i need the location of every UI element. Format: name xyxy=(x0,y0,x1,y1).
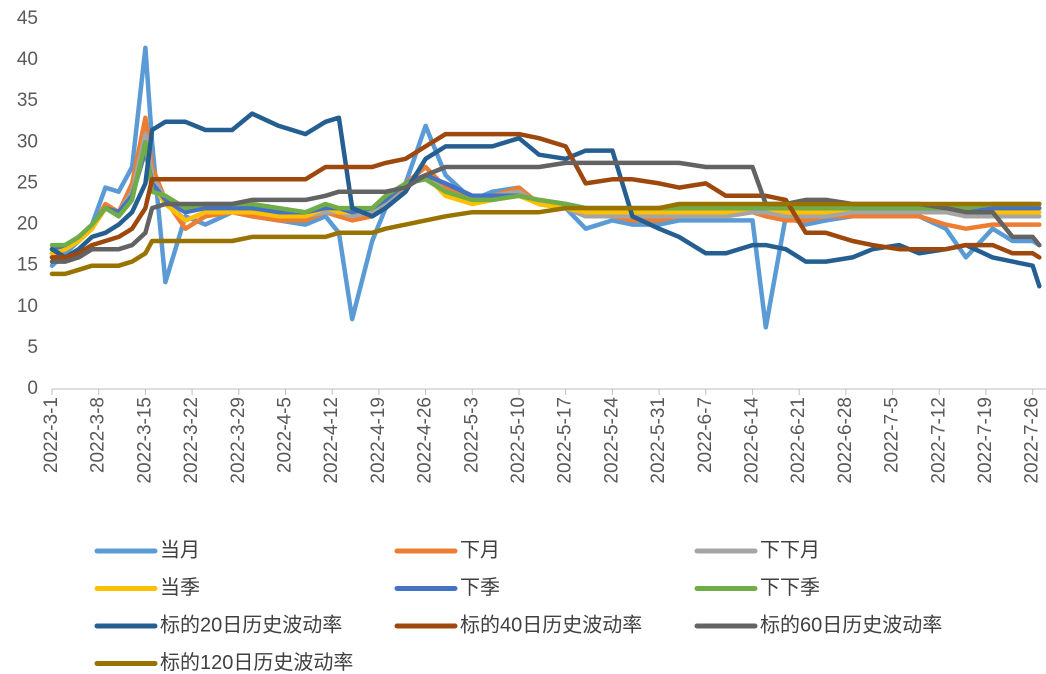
y-tick-label: 10 xyxy=(17,296,38,317)
x-tick-label: 2022-6-21 xyxy=(788,397,809,484)
legend-label: 标的60日历史波动率 xyxy=(760,613,942,636)
legend-label: 标的20日历史波动率 xyxy=(160,613,342,636)
legend-label: 当季 xyxy=(160,576,200,599)
series-line xyxy=(49,111,1042,289)
y-tick-label: 25 xyxy=(17,172,38,193)
legend-label: 下下月 xyxy=(760,539,820,561)
series-line xyxy=(49,131,1042,256)
y-tick-label: 30 xyxy=(17,131,38,152)
x-tick-label: 2022-6-14 xyxy=(741,397,762,484)
legend-label: 下下季 xyxy=(760,576,820,599)
y-tick-label: 0 xyxy=(27,378,38,399)
x-tick-label: 2022-7-19 xyxy=(975,397,996,484)
y-tick-label: 5 xyxy=(27,337,38,358)
x-tick-label: 2022-4-26 xyxy=(415,397,436,484)
legend-label: 当月 xyxy=(160,538,200,561)
x-tick-label: 2022-5-17 xyxy=(555,397,576,484)
series-line xyxy=(49,201,1042,277)
legend-label: 标的40日历史波动率 xyxy=(460,613,642,636)
x-tick-label: 2022-5-31 xyxy=(648,397,669,484)
series-line xyxy=(49,131,1042,260)
x-tick-label: 2022-5-3 xyxy=(461,397,482,473)
x-tick-label: 2022-5-24 xyxy=(601,397,622,484)
y-tick-label: 15 xyxy=(17,255,38,276)
x-tick-label: 2022-3-22 xyxy=(181,397,202,484)
y-tick-label: 45 xyxy=(17,8,38,29)
x-tick-label: 2022-3-29 xyxy=(228,397,249,484)
x-tick-label: 2022-6-7 xyxy=(695,397,716,473)
plot-area: 0 5 10 15 20 25 30 35 40 45 2022-3-1 2022-3-8 2022-3… xyxy=(17,8,1046,484)
y-tick-label: 35 xyxy=(17,90,38,111)
x-tick-label: 2022-3-8 xyxy=(88,397,109,473)
series-line xyxy=(49,45,1042,330)
x-tick-label: 2022-4-12 xyxy=(321,397,342,484)
x-tick-label: 2022-4-5 xyxy=(275,397,296,473)
x-tick-label: 2022-7-12 xyxy=(928,397,949,484)
legend-label: 下季 xyxy=(460,576,500,599)
x-tick-label: 2022-7-26 xyxy=(1022,397,1043,484)
x-tick-label: 2022-3-15 xyxy=(134,397,155,484)
legend-label: 下月 xyxy=(460,539,500,561)
series-line xyxy=(49,140,1042,248)
y-tick-label: 20 xyxy=(17,214,38,235)
x-tick-label: 2022-7-5 xyxy=(882,397,903,473)
x-tick-label: 2022-4-19 xyxy=(368,397,389,484)
x-tick-label: 2022-3-1 xyxy=(41,397,62,473)
x-tick-label: 2022-5-10 xyxy=(508,397,529,484)
y-tick-label: 40 xyxy=(17,49,38,70)
legend-label: 标的120日历史波动率 xyxy=(160,651,353,674)
x-tick-label: 2022-6-28 xyxy=(835,397,856,484)
